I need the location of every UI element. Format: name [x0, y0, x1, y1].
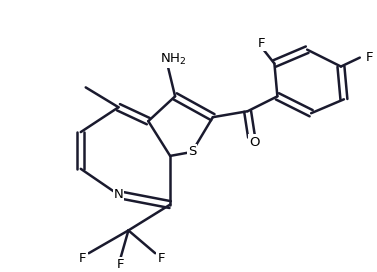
Text: F: F [158, 252, 165, 265]
Text: F: F [117, 258, 124, 271]
Text: S: S [188, 146, 196, 159]
Text: NH$_2$: NH$_2$ [160, 52, 186, 67]
Text: F: F [79, 252, 86, 265]
Text: F: F [258, 37, 265, 50]
Text: F: F [366, 51, 373, 64]
Text: N: N [113, 188, 123, 201]
Text: O: O [249, 135, 260, 149]
